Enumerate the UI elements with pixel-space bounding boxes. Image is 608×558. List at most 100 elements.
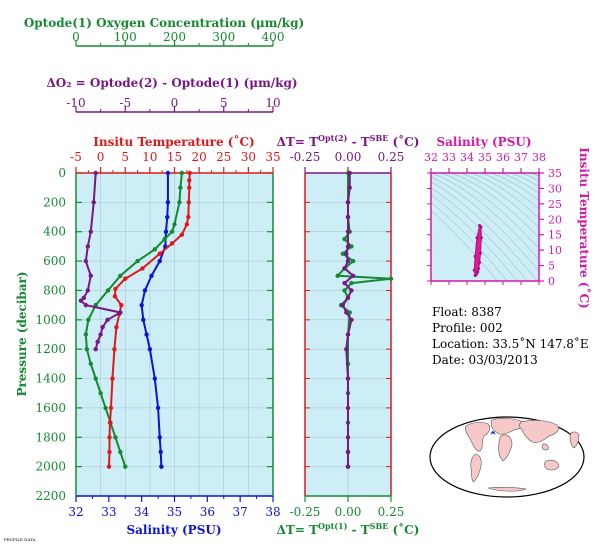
do2-axis-label: ΔO₂ = Optode(2) - Optode(1) (μm/kg) [46,76,297,90]
ts-temp-tick-label: 15 [548,229,562,242]
temperature-point [107,435,112,440]
salinity-point [163,229,169,234]
do2-point [105,317,110,323]
dt2-point [345,376,351,381]
salinity-point [144,332,149,337]
temperature-point [112,346,117,352]
map-land [465,417,580,492]
do2-tick-label: 5 [220,96,228,110]
dt1-point [350,258,356,264]
pressure-tick-label: 800 [43,283,66,297]
pressure-tick-label: 1000 [35,313,66,327]
oxygen-tick-label: 400 [262,30,285,44]
oxygen-axis-label: Optode(1) Oxygen Concentration (μm/kg) [24,16,304,30]
temperature-tick-label: 0 [97,150,105,164]
temperature-tick-label: 10 [142,150,157,164]
dt2-point [345,258,351,264]
oxygen-tick-label: 0 [72,30,80,44]
oxygen-point [172,222,177,227]
dt2-point [347,170,352,176]
do2-point [100,324,105,330]
temperature-point [187,170,192,176]
temperature-axis-label: Insitu Temperature (˚C) [93,134,254,149]
ts-temp-tick-label: 25 [548,198,562,211]
dt2-point [345,200,351,205]
oxygen-point [169,229,175,234]
temperature-point [186,214,191,220]
do2-point [93,170,98,176]
salinity-tick-label: 35 [167,505,182,519]
ts-salinity-label: Salinity (PSU) [436,135,531,149]
ts-point [476,270,480,274]
temperature-tick-label: 25 [216,150,231,164]
dt2-point [345,214,351,220]
do2-point [78,298,84,303]
dt1-point [342,288,347,293]
oxygen-point [83,332,89,337]
salinity-tick-label: 33 [101,505,116,519]
dt2-point [350,273,356,278]
temperature-point [184,222,190,227]
pressure-tick-label: 1600 [35,401,66,415]
do2-tick-label: 0 [171,96,179,110]
oxygen-point [123,464,128,469]
date: Date: 03/03/2013 [432,353,538,367]
temperature-point [157,251,162,256]
oxygen-point [152,247,157,252]
oxygen-line [84,172,183,467]
dt-bottom-tick-label: 0.00 [335,505,362,519]
do2-point [88,229,93,234]
oxygen-point [113,435,118,440]
salinity-tick-label: 37 [233,505,248,519]
ts-point [479,236,483,240]
temperature-point [110,376,115,381]
ts-point [477,267,481,271]
temperature-point [112,294,118,299]
profile-number: Profile: 002 [432,321,503,335]
dt1-point [335,273,340,278]
dt2-point [345,332,351,337]
salinity-point [165,170,171,176]
pressure-tick-label: 600 [43,254,66,268]
dt2-point [345,295,351,300]
oxygen-point [118,449,123,455]
temperature-tick-label: -5 [70,150,82,164]
salinity-point [157,258,162,264]
temperature-point [106,464,112,469]
pressure-tick-label: 1400 [35,372,66,386]
location: Location: 33.5˚N 147.8˚E [432,337,589,351]
do2-tick-label: -5 [119,96,131,110]
temperature-point [107,420,113,425]
ts-point [475,236,479,240]
oxygen-tick-label: 300 [212,30,235,44]
oxygen-point [88,361,93,367]
ts-temp-label: Insitu Temperature (˚C) [577,147,592,308]
ts-salinity-tick-label: 38 [532,151,546,164]
float-id: Float: 8387 [432,305,502,319]
ts-point [479,251,482,255]
dt-top-tick-label: 0.00 [335,150,362,164]
salinity-point [159,464,164,469]
salinity-point [141,317,146,323]
dt-bottom-label: ΔT= TOpt(1) - TSBE (˚C) [277,521,420,537]
do2-point [95,339,100,345]
do2-point [118,310,123,315]
salinity-point [165,214,170,220]
ts-temp-tick-label: 5 [548,260,555,273]
salinity-point [157,435,162,440]
dt-bottom-tick-label: 0.25 [378,505,405,519]
oxygen-point [98,391,103,396]
dt2-point [349,288,354,293]
dt2-point [345,464,351,469]
temperature-point [113,286,118,292]
oxygen-point [162,236,167,242]
oxygen-point [118,273,123,278]
salinity-tick-label: 34 [134,505,150,519]
dt2-point [347,185,352,190]
oxygen-tick-label: 200 [163,30,186,44]
pressure-tick-label: 0 [58,166,66,180]
do2-point [81,295,87,300]
salinity-point [158,449,163,455]
temperature-point [179,232,185,237]
salinity-tick-label: 38 [265,505,280,519]
